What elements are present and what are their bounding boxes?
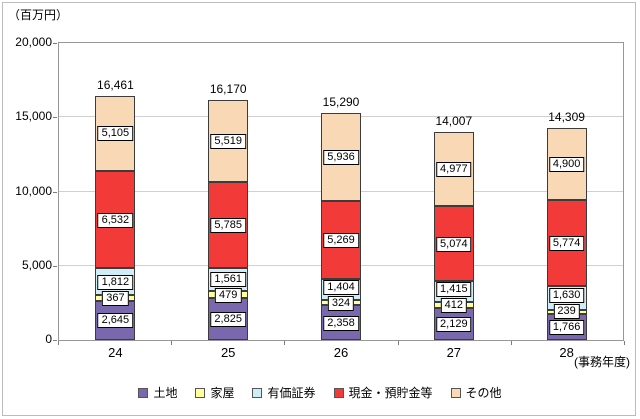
segment-value-label: 367 [102, 291, 129, 306]
legend-item: 現金・預貯金等 [333, 384, 433, 401]
chart-outer-frame [2, 2, 636, 416]
segment-value-label: 1,766 [548, 319, 585, 335]
segment-value-label: 324 [327, 295, 355, 311]
segment-value-label: 5,105 [97, 126, 134, 142]
segment-value-label: 5,269 [323, 233, 359, 249]
y-axis-unit-label: （百万円） [8, 8, 69, 22]
legend-item: 有価証券 [252, 384, 316, 401]
bar-total-label: 14,309 [548, 109, 585, 124]
x-axis-unit-label: (事務年度) [574, 355, 630, 369]
legend-label: 土地 [153, 386, 178, 400]
segment-value-label: 479 [215, 287, 242, 303]
bar-total-label: 16,170 [209, 81, 247, 96]
segment-value-label: 1,561 [210, 271, 246, 287]
legend: 土地 家屋 有価証券 現金・預貯金等 その他 [0, 384, 640, 401]
segment-value-label: 412 [440, 298, 467, 314]
plot-area: 2,645 367 1,812 6,532 5,105 16,461 2,825 479 1,5… [58, 42, 624, 341]
segment-value-label: 4,900 [548, 156, 585, 172]
legend-swatch [252, 387, 263, 398]
legend-item: その他 [450, 384, 502, 401]
segment-value-label: 4,977 [436, 161, 472, 177]
segment-value-label: 239 [553, 303, 580, 319]
legend-label: 家屋 [210, 386, 235, 400]
bar-total-label: 15,290 [322, 94, 360, 109]
segment-value-label: 1,415 [436, 282, 472, 298]
segment-value-label: 5,936 [323, 150, 359, 166]
legend-swatch [333, 387, 344, 398]
segment-value-label: 6,532 [97, 212, 134, 228]
legend-label: その他 [465, 386, 502, 400]
segment-value-label: 2,825 [210, 312, 246, 328]
segment-value-label: 1,404 [323, 279, 359, 295]
segment-value-label: 5,074 [436, 236, 472, 252]
segment-value-label: 1,812 [97, 274, 134, 290]
segment-value-label: 5,519 [210, 133, 246, 149]
legend-swatch [195, 387, 206, 398]
bar-total-label: 14,007 [435, 114, 473, 128]
segment-value-label: 1,630 [548, 287, 585, 303]
segment-value-label: 2,129 [436, 317, 472, 333]
legend-swatch [138, 387, 149, 398]
legend-label: 現金・預貯金等 [348, 386, 433, 400]
bar-total-label: 16,461 [97, 77, 134, 92]
segment-value-label: 5,785 [210, 217, 246, 233]
segment-value-label: 2,358 [323, 315, 359, 331]
legend-label: 有価証券 [267, 386, 316, 400]
legend-item: 土地 [138, 384, 177, 401]
segment-value-label: 5,774 [548, 236, 585, 252]
legend-swatch [450, 387, 461, 398]
legend-item: 家屋 [195, 384, 234, 401]
segment-value-label: 2,645 [97, 313, 134, 329]
